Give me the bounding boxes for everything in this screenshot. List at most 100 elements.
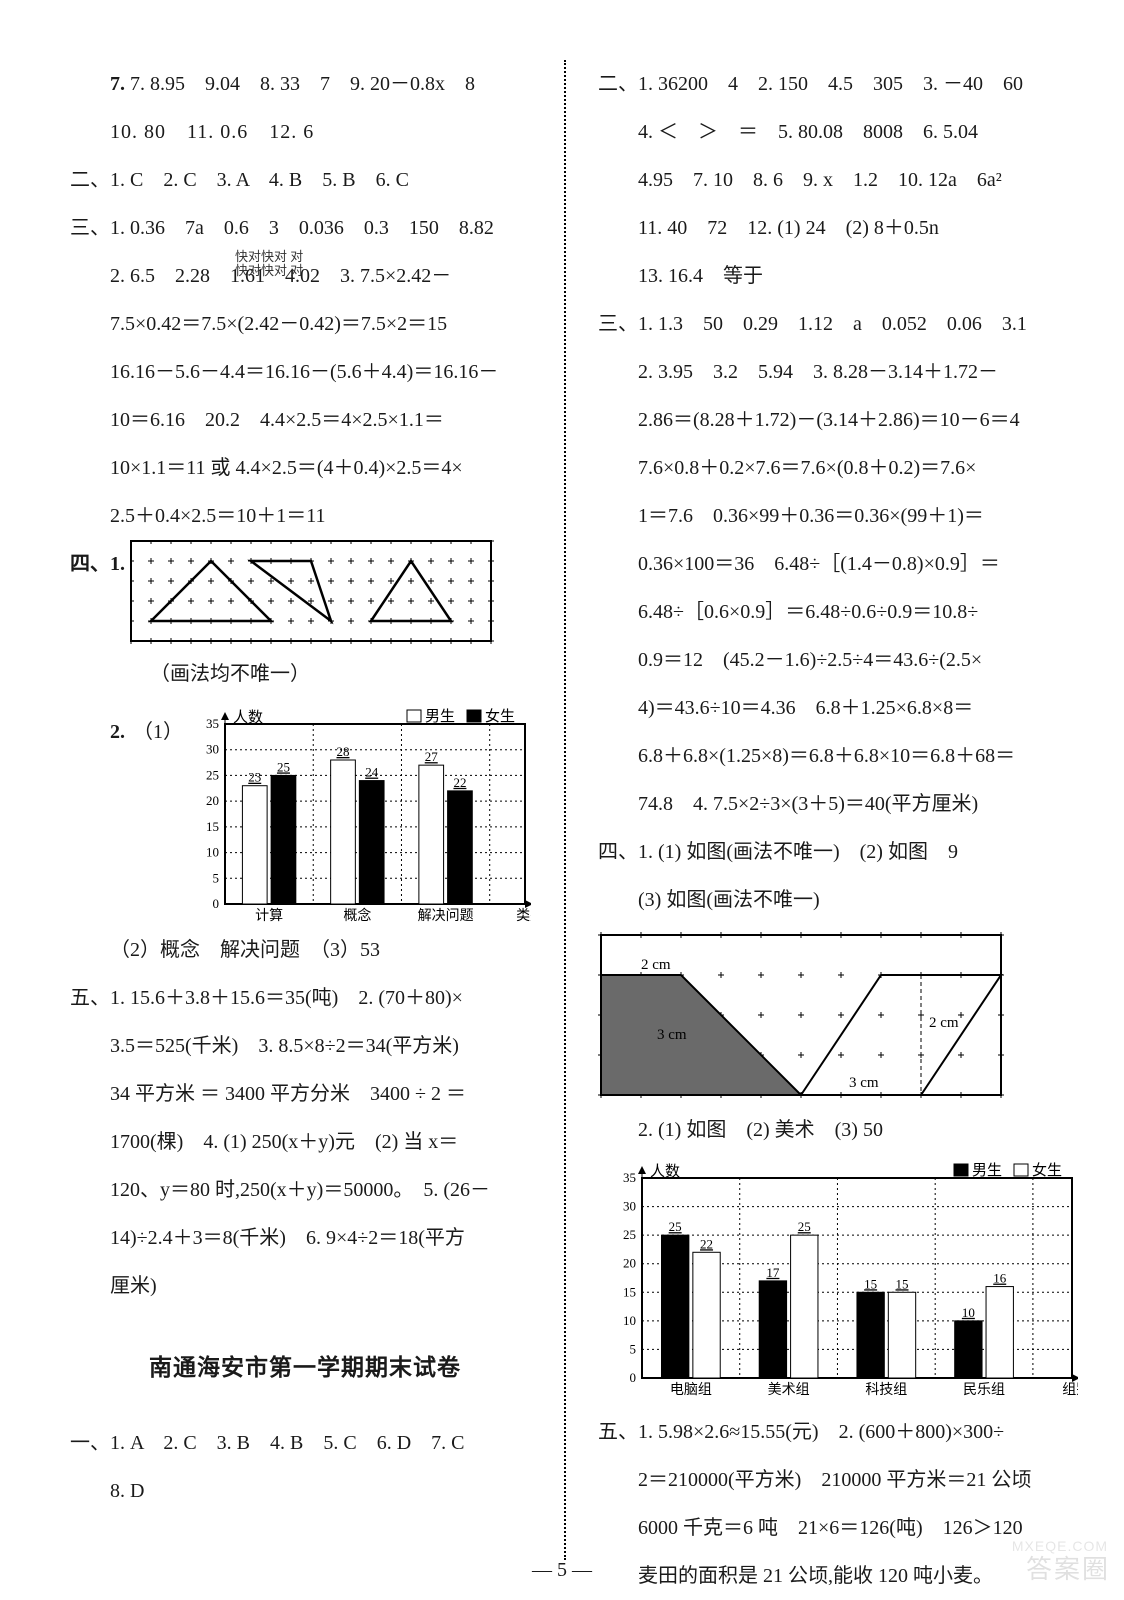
text: （1） xyxy=(133,708,183,756)
svg-text:人数: 人数 xyxy=(650,1163,680,1180)
svg-text:28: 28 xyxy=(337,744,350,759)
line: 4)＝43.6÷10＝4.36 6.8＋1.25×6.8×8＝ xyxy=(598,684,1060,732)
svg-text:5: 5 xyxy=(630,1341,637,1356)
svg-text:25: 25 xyxy=(798,1219,811,1234)
svg-text:16: 16 xyxy=(993,1271,1007,1286)
line: 34 平方米 ＝ 3400 平方分米 3400 ÷ 2 ＝ xyxy=(70,1070,540,1118)
line: 74.8 4. 7.5×2÷3×(3＋5)＝40(平方厘米) xyxy=(598,780,1060,828)
svg-text:3 cm: 3 cm xyxy=(849,1075,879,1091)
overlay-text: 快对快对 对 xyxy=(235,264,303,278)
line: 0.36×100＝36 6.48÷［(1.4－0.8)×0.9］＝ xyxy=(598,540,1060,588)
bar-chart-1: 05101520253035人数男生女生2325计算2824概念2722解决问题… xyxy=(191,708,531,926)
line: 3.5＝525(千米) 3. 8.5×8÷2＝34(平方米) xyxy=(70,1022,540,1070)
line: 7.6×0.8＋0.2×7.6＝7.6×(0.8＋0.2)＝7.6× xyxy=(598,444,1060,492)
line: 2. (1) 如图 (2) 美术 (3) 50 xyxy=(598,1106,1060,1154)
svg-text:10: 10 xyxy=(962,1305,975,1320)
line: 2＝210000(平方米) 210000 平方米＝21 公顷 xyxy=(598,1456,1060,1504)
svg-text:2 cm: 2 cm xyxy=(929,1015,959,1031)
line: 11. 40 72 12. (1) 24 (2) 8＋0.5n xyxy=(598,204,1060,252)
line: 4. ＜ ＞ ＝ 5. 80.08 8008 6. 5.04 xyxy=(598,108,1060,156)
svg-text:20: 20 xyxy=(206,793,219,808)
bar-chart-2: 05101520253035人数男生女生2522电脑组1725美术组1515科技… xyxy=(608,1162,1078,1400)
svg-text:22: 22 xyxy=(700,1236,713,1251)
svg-text:概念: 概念 xyxy=(343,907,371,924)
line: 10. 80 11. 0.6 12. 6 xyxy=(70,108,540,156)
svg-text:35: 35 xyxy=(623,1170,636,1185)
line: 0.9＝12 (45.2－1.6)÷2.5÷4＝43.6÷(2.5× xyxy=(598,636,1060,684)
grid-triangles xyxy=(130,540,494,644)
line: 7.5×0.42＝7.5×(2.42－0.42)＝7.5×2＝15 xyxy=(70,300,540,348)
line: 10＝6.16 20.2 4.4×2.5＝4×2.5×1.1＝ xyxy=(70,396,540,444)
svg-text:男生: 男生 xyxy=(972,1162,1002,1179)
line: 2.86＝(8.28＋1.72)－(3.14＋2.86)＝10－6＝4 xyxy=(598,396,1060,444)
section-label: 四、1. xyxy=(70,540,130,588)
line: 二、1. C 2. C 3. A 4. B 5. B 6. C xyxy=(70,156,540,204)
page: 7. 7. 8.95 9.04 8. 33 7 9. 20－0.8x 8 10.… xyxy=(0,0,1124,1600)
svg-text:科技组: 科技组 xyxy=(865,1382,907,1398)
svg-text:电脑组: 电脑组 xyxy=(670,1382,712,1398)
left-column: 7. 7. 8.95 9.04 8. 33 7 9. 20－0.8x 8 10.… xyxy=(70,60,560,1560)
svg-text:类别: 类别 xyxy=(516,908,531,924)
line: 6000 千克＝6 吨 21×6＝126(吨) 126＞120 xyxy=(598,1504,1060,1552)
item-number: 2. xyxy=(110,708,125,756)
line: 二、1. 36200 4 2. 150 4.5 305 3. －40 60 xyxy=(598,60,1060,108)
line: 7. 7. 8.95 9.04 8. 33 7 9. 20－0.8x 8 xyxy=(70,60,540,108)
text: 7. 8.95 9.04 8. 33 7 9. 20－0.8x 8 xyxy=(130,73,475,95)
svg-text:5: 5 xyxy=(213,870,220,885)
svg-text:美术组: 美术组 xyxy=(768,1382,810,1398)
line: 五、1. 5.98×2.6≈15.55(元) 2. (600＋800)×300÷ xyxy=(598,1408,1060,1456)
note: （画法均不唯一） xyxy=(150,650,540,698)
svg-text:27: 27 xyxy=(425,749,439,764)
paper-title: 南通海安市第一学期期末试卷 xyxy=(70,1340,540,1395)
svg-text:0: 0 xyxy=(630,1370,637,1385)
svg-text:15: 15 xyxy=(864,1276,877,1291)
svg-text:男生: 男生 xyxy=(425,708,455,725)
line: 2.5＋0.4×2.5＝10＋1＝11 xyxy=(70,492,540,540)
line: 10×1.1＝11 或 4.4×2.5＝(4＋0.4)×2.5＝4× xyxy=(70,444,540,492)
line: 8. D xyxy=(70,1467,540,1515)
watermark: 答案圈 xyxy=(1026,1549,1110,1586)
line: 四、1. xyxy=(70,540,540,644)
page-number: — 5 — xyxy=(0,1559,1124,1582)
svg-text:人数: 人数 xyxy=(233,709,263,726)
svg-text:15: 15 xyxy=(623,1284,636,1299)
line: 16.16－5.6－4.4＝16.16－(5.6＋4.4)＝16.16－ xyxy=(70,348,540,396)
line: 一、1. A 2. C 3. B 4. B 5. C 6. D 7. C xyxy=(70,1419,540,1467)
column-divider xyxy=(564,60,566,1560)
svg-text:民乐组: 民乐组 xyxy=(963,1382,1005,1398)
svg-text:25: 25 xyxy=(669,1219,682,1234)
line: 2. 3.95 3.2 5.94 3. 8.28－3.14＋1.72－ xyxy=(598,348,1060,396)
line: 四、1. (1) 如图(画法不唯一) (2) 如图 9 xyxy=(598,828,1060,876)
svg-text:10: 10 xyxy=(623,1313,636,1328)
line: 6.8＋6.8×(1.25×8)＝6.8＋6.8×10＝6.8＋68＝ xyxy=(598,732,1060,780)
line: 1700(棵) 4. (1) 250(x＋y)元 (2) 当 x＝ xyxy=(70,1118,540,1166)
svg-text:25: 25 xyxy=(206,767,219,782)
right-column: 二、1. 36200 4 2. 150 4.5 305 3. －40 60 4.… xyxy=(570,60,1060,1560)
line: (3) 如图(画法不唯一) xyxy=(598,876,1060,924)
line: 4.95 7. 10 8. 6 9. x 1.2 10. 12a 6a² xyxy=(598,156,1060,204)
line: 三、1. 0.36 7a 0.6 3 0.036 0.3 150 8.82 xyxy=(70,204,540,252)
svg-text:2 cm: 2 cm xyxy=(641,957,671,973)
svg-text:20: 20 xyxy=(623,1256,636,1271)
svg-text:10: 10 xyxy=(206,845,219,860)
line: （2）概念 解决问题 （3）53 xyxy=(70,926,540,974)
line: 120、y＝80 时,250(x＋y)＝50000。 5. (26－ xyxy=(70,1166,540,1214)
svg-text:15: 15 xyxy=(206,819,219,834)
svg-text:0: 0 xyxy=(213,896,220,911)
line: 五、1. 15.6＋3.8＋15.6＝35(吨) 2. (70＋80)× xyxy=(70,974,540,1022)
svg-text:3 cm: 3 cm xyxy=(657,1027,687,1043)
line: 2. （1） 05101520253035人数男生女生2325计算2824概念2… xyxy=(70,708,540,926)
svg-text:30: 30 xyxy=(623,1199,636,1214)
line: 厘米) xyxy=(70,1262,540,1310)
svg-text:计算: 计算 xyxy=(255,908,283,924)
svg-text:组别: 组别 xyxy=(1062,1382,1078,1398)
svg-text:25: 25 xyxy=(623,1227,636,1242)
svg-text:24: 24 xyxy=(365,765,379,780)
line: 1＝7.6 0.36×99＋0.36＝0.36×(99＋1)＝ xyxy=(598,492,1060,540)
line: 三、1. 1.3 50 0.29 1.12 a 0.052 0.06 3.1 xyxy=(598,300,1060,348)
line: 6.48÷［0.6×0.9］＝6.48÷0.6÷0.9＝10.8÷ xyxy=(598,588,1060,636)
svg-text:30: 30 xyxy=(206,742,219,757)
line: 2. 6.5 2.28 1.61 4.02 3. 7.5×2.42－ 快对快对 … xyxy=(70,252,540,300)
geometry-figure: 2 cm3 cm6 cm2 cm3 cm xyxy=(598,932,1004,1098)
svg-text:15: 15 xyxy=(896,1276,909,1291)
